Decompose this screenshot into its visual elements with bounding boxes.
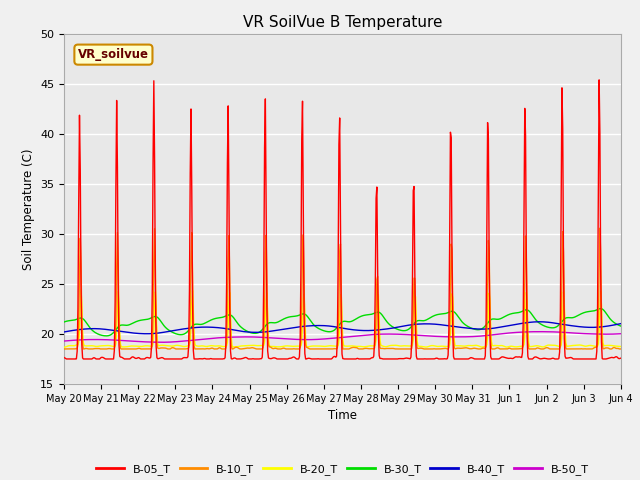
Text: VR_soilvue: VR_soilvue [78,48,149,61]
Title: VR SoilVue B Temperature: VR SoilVue B Temperature [243,15,442,30]
Legend: B-05_T, B-10_T, B-20_T, B-30_T, B-40_T, B-50_T: B-05_T, B-10_T, B-20_T, B-30_T, B-40_T, … [92,460,593,480]
Y-axis label: Soil Temperature (C): Soil Temperature (C) [22,148,35,270]
X-axis label: Time: Time [328,409,357,422]
